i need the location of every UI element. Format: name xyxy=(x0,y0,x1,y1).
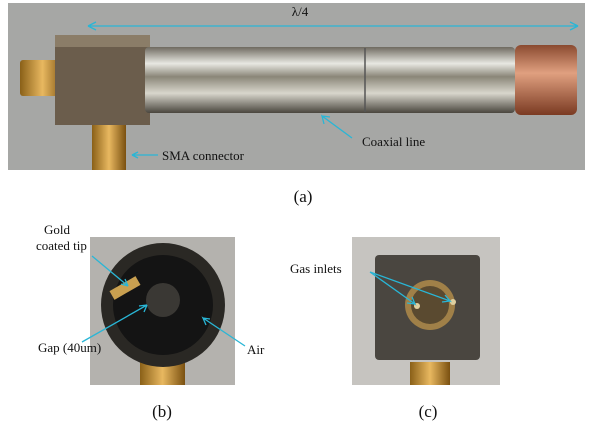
annotation: coated tip xyxy=(36,238,87,253)
annotation: Gold xyxy=(44,222,71,237)
photo-c xyxy=(352,237,500,385)
photo-b xyxy=(90,237,235,385)
annotation: Gas inlets xyxy=(290,261,342,276)
annotation: SMA connector xyxy=(162,148,245,163)
photo-a xyxy=(8,3,585,170)
figure: λ/4 Coaxial line SMA connector (a) Gold … xyxy=(0,0,590,435)
annotation: Coaxial line xyxy=(362,134,425,149)
caption: (c) xyxy=(419,402,438,421)
annotation: Air xyxy=(247,342,265,357)
caption: (a) xyxy=(294,187,313,206)
annotation: λ/4 xyxy=(292,4,309,19)
annotation: Gap (40um) xyxy=(38,340,101,355)
caption: (b) xyxy=(152,402,172,421)
